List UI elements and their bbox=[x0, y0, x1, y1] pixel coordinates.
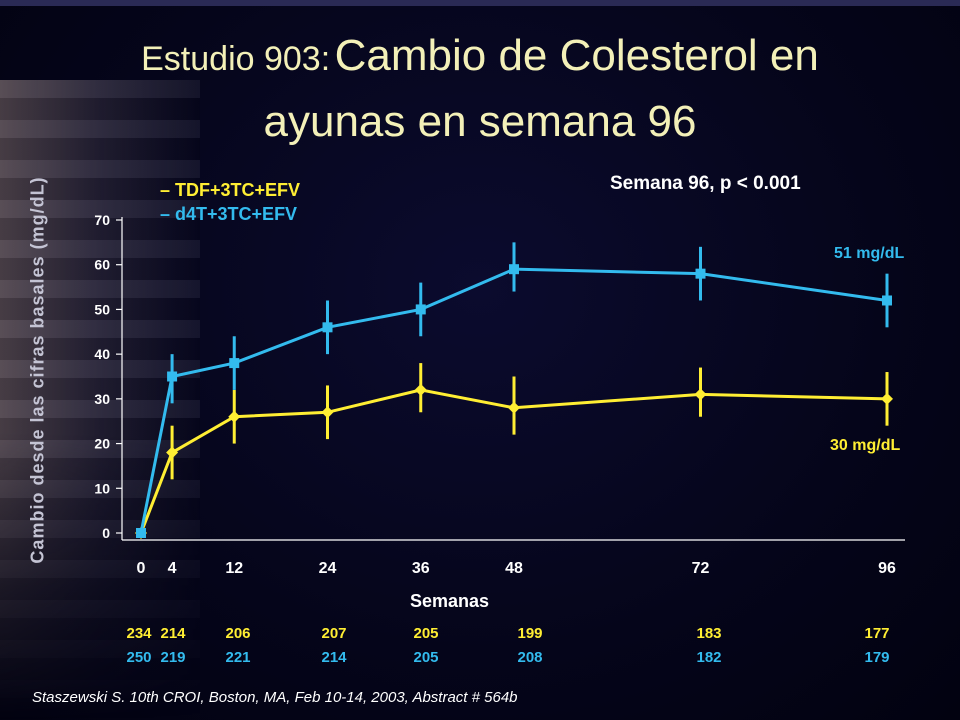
x-tick-label: 4 bbox=[168, 560, 177, 577]
data-point-d4t bbox=[509, 264, 519, 275]
x-tick-label: 96 bbox=[878, 560, 896, 577]
title-line-2: ayunas en semana 96 bbox=[263, 97, 697, 146]
n-d4t-w48: 208 bbox=[517, 649, 543, 666]
series-line-d4t bbox=[139, 267, 888, 534]
legend-label-tdf: TDF+3TC+EFV bbox=[175, 180, 301, 200]
y-tick-label: 50 bbox=[94, 301, 110, 317]
y-tick-label: 0 bbox=[102, 525, 110, 541]
title-line-1: Cambio de Colesterol en bbox=[334, 31, 819, 80]
n-tdf-w72: 183 bbox=[696, 625, 722, 642]
x-axis-label: Semanas bbox=[410, 591, 490, 611]
n-tdf-w48: 199 bbox=[517, 625, 543, 642]
x-tick-label: 36 bbox=[412, 560, 430, 577]
n-tdf-w36: 205 bbox=[413, 625, 439, 642]
n-d4t-w96: 179 bbox=[864, 649, 890, 666]
n-d4t-w24: 214 bbox=[321, 649, 347, 666]
title-prefix: Estudio 903: bbox=[141, 40, 331, 78]
citation: Staszewski S. 10th CROI, Boston, MA, Feb… bbox=[32, 689, 518, 706]
n-tdf-w0: 234 bbox=[126, 625, 152, 642]
significance-note: Semana 96, p < 0.001 bbox=[610, 173, 801, 194]
n-d4t-w12: 221 bbox=[225, 649, 251, 666]
x-tick-label: 12 bbox=[225, 560, 243, 577]
n-tdf-w12: 206 bbox=[225, 625, 251, 642]
y-tick-label: 30 bbox=[94, 391, 110, 407]
n-tdf-w4: 214 bbox=[160, 625, 186, 642]
n-d4t-w36: 205 bbox=[413, 649, 439, 666]
data-point-d4t bbox=[229, 358, 240, 369]
data-point-d4t bbox=[167, 371, 178, 382]
data-point-tdf bbox=[166, 446, 179, 459]
data-point-d4t bbox=[415, 304, 426, 315]
sample-size-table: 234 214 206 207 205 199 183 177 250 219 … bbox=[0, 625, 960, 669]
legend-label-d4t: d4T+3TC+EFV bbox=[175, 204, 298, 224]
data-point-tdf bbox=[881, 392, 893, 405]
legend-marker-tdf: – bbox=[160, 180, 171, 200]
n-tdf-w96: 177 bbox=[864, 625, 890, 642]
y-tick-label: 60 bbox=[94, 257, 110, 273]
data-point-d4t bbox=[882, 295, 892, 306]
slide-title: Estudio 903: Cambio de Colesterol en ayu… bbox=[20, 28, 940, 150]
legend-item-tdf: – TDF+3TC+EFV bbox=[160, 180, 300, 204]
y-tick-label: 40 bbox=[94, 346, 110, 362]
n-tdf-w24: 207 bbox=[321, 625, 347, 642]
top-border bbox=[0, 0, 960, 6]
legend-item-d4t: – d4T+3TC+EFV bbox=[160, 204, 300, 228]
data-point-tdf bbox=[508, 401, 520, 414]
series-line-tdf bbox=[139, 388, 888, 534]
data-point-tdf bbox=[694, 388, 707, 401]
legend-marker-d4t: – bbox=[160, 204, 171, 224]
x-tick-label: 72 bbox=[692, 560, 710, 577]
data-point-tdf bbox=[321, 406, 334, 419]
y-tick-label: 10 bbox=[94, 480, 110, 496]
data-point-d4t bbox=[136, 528, 146, 538]
x-tick-label: 24 bbox=[319, 560, 337, 577]
data-point-d4t bbox=[695, 268, 706, 279]
y-tick-label: 70 bbox=[94, 212, 110, 228]
data-point-d4t bbox=[322, 322, 333, 333]
n-d4t-w0: 250 bbox=[126, 649, 152, 666]
legend: – TDF+3TC+EFV – d4T+3TC+EFV bbox=[160, 180, 300, 228]
y-tick-label: 20 bbox=[94, 436, 110, 452]
end-label-d4t: 51 mg/dL bbox=[834, 245, 905, 262]
n-d4t-w4: 219 bbox=[160, 649, 186, 666]
end-label-tdf: 30 mg/dL bbox=[830, 437, 901, 454]
x-tick-label: 48 bbox=[505, 560, 523, 577]
x-tick-label: 0 bbox=[137, 560, 146, 577]
data-point-tdf bbox=[228, 410, 241, 423]
data-point-tdf bbox=[414, 383, 427, 396]
n-d4t-w72: 182 bbox=[696, 649, 722, 666]
